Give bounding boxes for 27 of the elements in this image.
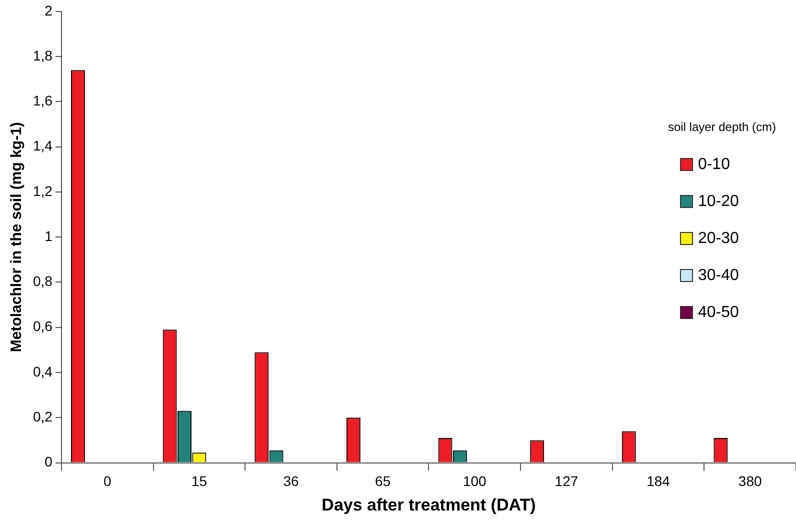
legend-label: 30-40 xyxy=(698,266,739,284)
x-tick-label: 15 xyxy=(191,473,208,490)
y-tick-label: 1,2 xyxy=(32,182,53,199)
x-tick-label: 65 xyxy=(375,473,391,490)
y-tick-label: 1,4 xyxy=(32,138,53,154)
x-tick-label: 184 xyxy=(646,473,670,490)
x-tick-label: 0 xyxy=(103,473,112,490)
y-axis-title: Metolachlor in the soil (mg kg-1) xyxy=(8,122,26,352)
y-tick-label: 1,8 xyxy=(32,47,53,64)
legend-title: soil layer depth (cm) xyxy=(668,120,776,134)
y-tick-label: 2 xyxy=(44,2,53,18)
x-axis-title: Days after treatment (DAT) xyxy=(322,495,536,514)
y-tick-label: 0,8 xyxy=(32,273,53,290)
y-tick-label: 0,2 xyxy=(32,408,53,425)
x-tick-label: 36 xyxy=(283,473,299,490)
legend-label: 10-20 xyxy=(698,192,739,210)
x-tick-label: 380 xyxy=(738,473,762,490)
legend-label: 20-30 xyxy=(698,230,739,248)
y-tick-label: 0 xyxy=(44,454,53,470)
x-tick-label: 100 xyxy=(462,473,487,490)
legend-label: 40-50 xyxy=(698,304,739,322)
x-tick-label: 127 xyxy=(554,473,578,490)
legend-label: 0-10 xyxy=(698,156,730,174)
y-tick-label: 0,6 xyxy=(32,318,53,334)
y-tick-label: 0,4 xyxy=(32,363,53,380)
y-tick-label: 1,6 xyxy=(32,92,53,109)
y-tick-label: 1 xyxy=(44,228,53,244)
